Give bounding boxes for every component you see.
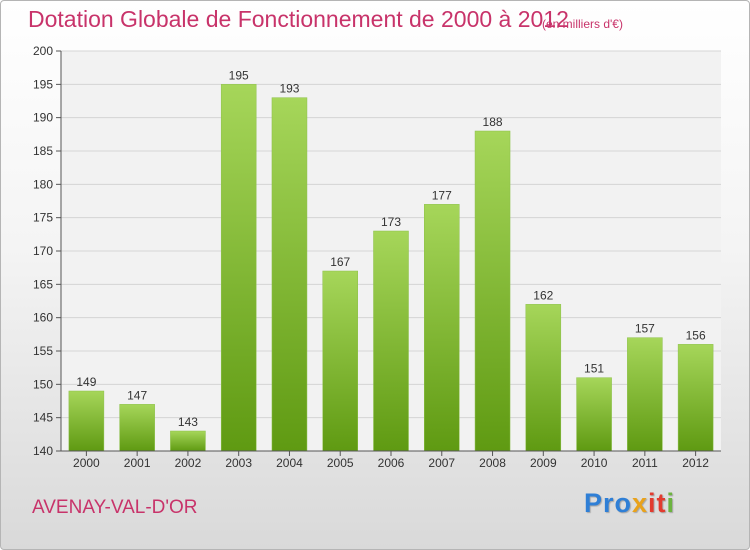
x-tick-label: 2007 (428, 456, 455, 470)
logo-part: i (666, 488, 676, 518)
bar (677, 344, 714, 452)
data-label: 167 (330, 255, 350, 269)
y-tick-label: 190 (33, 111, 53, 125)
y-tick-label: 145 (33, 411, 53, 425)
axes: 1401451501551601651701751801851901952002… (33, 44, 721, 470)
bar (424, 204, 460, 452)
y-tick-label: 200 (33, 44, 53, 58)
chart-title: Dotation Globale de Fonctionnement de 20… (28, 6, 569, 32)
y-tick-label: 195 (33, 77, 53, 91)
data-label: 193 (279, 82, 299, 96)
data-label: 173 (381, 215, 401, 229)
data-label: 157 (635, 322, 655, 336)
data-label: 162 (533, 288, 553, 302)
logo-part: x (632, 488, 649, 518)
bar (170, 430, 206, 452)
x-tick-label: 2000 (73, 456, 100, 470)
x-tick-label: 2012 (682, 456, 709, 470)
bars (68, 84, 714, 452)
logo-part: Pro (584, 488, 633, 518)
y-tick-label: 175 (33, 211, 53, 225)
y-tick-label: 185 (33, 144, 53, 158)
data-labels: 149 147 143 195 193 167 173 177 188 162 151 157 156 (76, 68, 706, 429)
bar (68, 390, 105, 452)
data-label: 151 (584, 362, 604, 376)
y-tick-label: 170 (33, 244, 53, 258)
x-tick-label: 2001 (124, 456, 151, 470)
x-tick-label: 2005 (327, 456, 354, 470)
y-tick-label: 165 (33, 277, 53, 291)
y-tick-label: 140 (33, 444, 53, 458)
data-label: 149 (76, 375, 96, 389)
x-tick-label: 2010 (581, 456, 608, 470)
bar (271, 97, 308, 452)
x-tick-label: 2006 (378, 456, 405, 470)
data-label: 177 (432, 188, 452, 202)
x-tick-label: 2002 (175, 456, 202, 470)
logo-part: it (648, 488, 667, 518)
bar (119, 404, 155, 452)
bar (627, 337, 663, 452)
x-tick-label: 2008 (479, 456, 506, 470)
y-tick-label: 160 (33, 311, 53, 325)
bar (474, 130, 511, 452)
bar (220, 84, 257, 452)
bar-chart: 1401451501551601651701751801851901952002… (33, 44, 721, 470)
bar (373, 230, 409, 452)
x-tick-label: 2003 (225, 456, 252, 470)
y-tick-label: 180 (33, 177, 53, 191)
x-tick-label: 2004 (276, 456, 303, 470)
x-tick-label: 2011 (632, 456, 658, 470)
proxiti-logo: Proxiti (584, 488, 675, 519)
bar (322, 270, 358, 452)
y-tick-label: 155 (33, 344, 53, 358)
data-label: 195 (229, 68, 249, 82)
data-label: 188 (483, 115, 503, 129)
data-label: 147 (127, 388, 147, 402)
bar (576, 377, 612, 452)
data-label: 143 (178, 415, 198, 429)
x-tick-label: 2009 (530, 456, 557, 470)
data-label: 156 (686, 328, 706, 342)
commune-name: AVENAY-VAL-D'OR (32, 497, 198, 518)
chart-subtitle: (en milliers d'€) (542, 17, 623, 31)
y-tick-label: 150 (33, 377, 53, 391)
bar (525, 304, 562, 452)
